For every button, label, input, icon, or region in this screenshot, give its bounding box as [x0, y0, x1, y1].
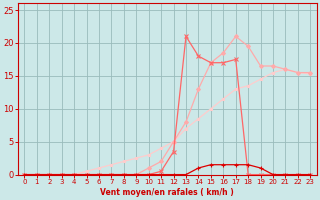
X-axis label: Vent moyen/en rafales ( km/h ): Vent moyen/en rafales ( km/h ) — [100, 188, 234, 197]
